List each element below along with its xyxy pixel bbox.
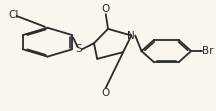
Text: O: O xyxy=(102,88,110,98)
Text: Cl: Cl xyxy=(9,10,19,20)
Text: S: S xyxy=(76,44,82,54)
Text: N: N xyxy=(127,31,135,41)
Text: O: O xyxy=(102,4,110,14)
Text: Br: Br xyxy=(202,46,213,56)
